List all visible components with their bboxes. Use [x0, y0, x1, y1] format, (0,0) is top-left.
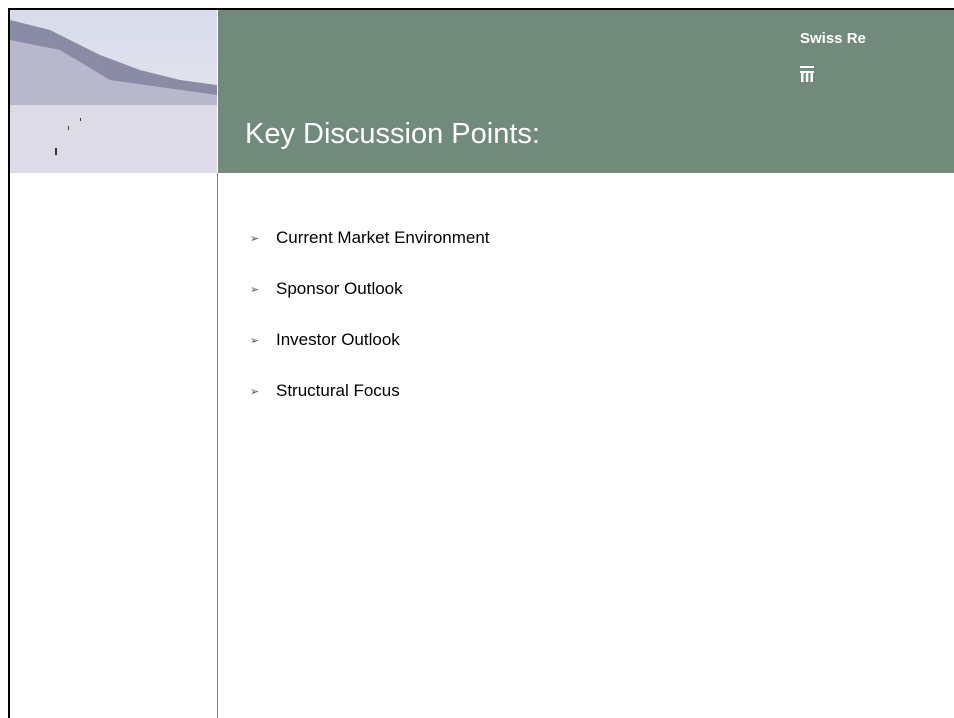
bullet-arrow: ➢	[250, 335, 260, 347]
header-bar	[218, 10, 954, 173]
bullet-text: Current Market Environment	[276, 228, 490, 247]
divider	[217, 173, 218, 718]
bullet: ➢ Investor Outlook	[250, 330, 490, 381]
logo	[800, 66, 814, 82]
border	[8, 8, 10, 718]
bullet-text: Sponsor Outlook	[276, 279, 403, 298]
bullet: ➢ Current Market Environment	[250, 228, 490, 279]
title: Key Discussion Points:	[245, 118, 540, 150]
bullet-arrow: ➢	[250, 233, 260, 245]
bullet: ➢ Structural Focus	[250, 381, 490, 432]
header-photo	[10, 10, 217, 173]
bullet-arrow: ➢	[250, 284, 260, 296]
brand: Swiss Re	[800, 30, 866, 47]
border	[8, 8, 954, 10]
bullet-text: Structural Focus	[276, 381, 400, 400]
bullet: ➢ Sponsor Outlook	[250, 279, 490, 330]
bullet-arrow: ➢	[250, 386, 260, 398]
bullet-text: Investor Outlook	[276, 330, 400, 349]
bullet-list: ➢ Current Market Environment ➢ Sponsor Outl…	[250, 228, 490, 432]
